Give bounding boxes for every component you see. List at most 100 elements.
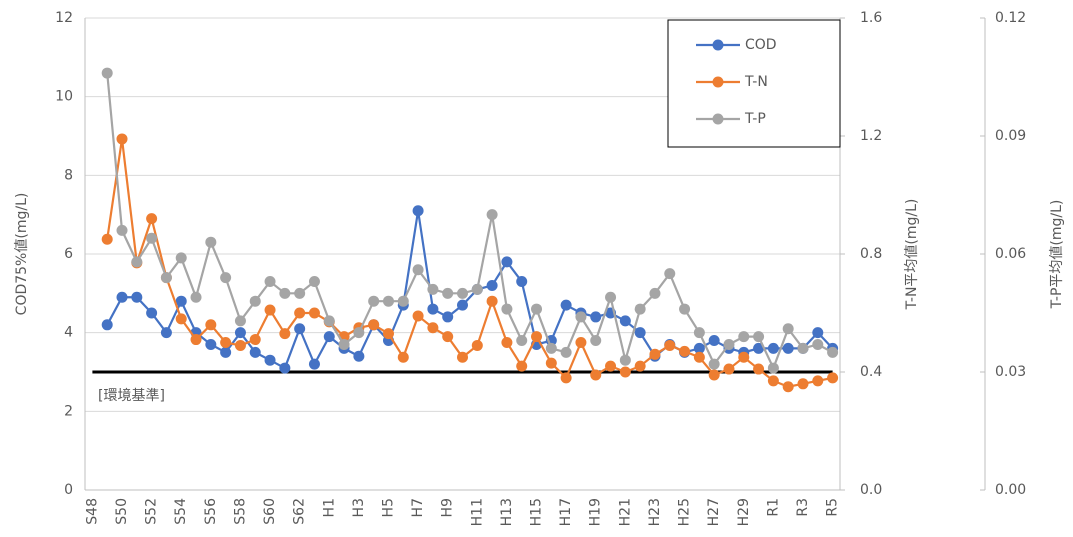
- marker: [101, 319, 113, 331]
- marker: [353, 327, 365, 339]
- marker: [294, 323, 306, 335]
- marker: [767, 342, 779, 354]
- marker: [708, 335, 720, 347]
- marker: [664, 268, 676, 280]
- marker: [220, 272, 232, 284]
- marker: [412, 205, 424, 217]
- marker: [175, 313, 187, 325]
- marker: [723, 363, 735, 375]
- marker: [782, 381, 794, 393]
- marker: [812, 375, 824, 387]
- marker: [323, 331, 335, 343]
- marker: [234, 315, 246, 327]
- x-tick-label: H29: [736, 498, 752, 526]
- marker: [205, 338, 217, 350]
- marker: [827, 372, 839, 384]
- marker: [382, 328, 394, 340]
- marker: [679, 345, 691, 357]
- marker: [234, 327, 246, 339]
- marker: [457, 287, 468, 299]
- marker: [427, 322, 439, 334]
- marker: [175, 252, 187, 264]
- marker: [753, 331, 765, 343]
- marker: [457, 299, 468, 311]
- x-tick-label: H7: [410, 498, 426, 517]
- marker: [249, 295, 261, 307]
- marker: [205, 319, 217, 331]
- marker: [486, 279, 498, 291]
- marker: [190, 334, 202, 346]
- marker: [249, 334, 261, 346]
- marker: [634, 327, 646, 339]
- y3-tick-label: 0.00: [995, 482, 1026, 498]
- y2-tick-label: 1.6: [860, 10, 882, 26]
- x-tick-label: R3: [795, 498, 811, 517]
- marker: [560, 372, 572, 384]
- series-line: [106, 72, 834, 371]
- marker: [442, 287, 454, 299]
- y2-tick-label: 0.0: [860, 482, 882, 498]
- marker: [664, 339, 676, 351]
- y-tick-label: 8: [64, 167, 73, 183]
- x-tick-label: H19: [588, 498, 604, 526]
- marker: [516, 276, 528, 288]
- marker: [382, 295, 394, 307]
- marker: [738, 351, 750, 363]
- marker: [427, 283, 439, 295]
- x-tick-label: H21: [617, 498, 633, 526]
- y3-tick-label: 0.09: [995, 128, 1026, 144]
- marker: [146, 307, 158, 319]
- marker: [308, 358, 320, 370]
- marker: [368, 319, 380, 331]
- marker: [160, 272, 172, 284]
- x-tick-label: S54: [173, 498, 189, 525]
- marker: [516, 360, 528, 372]
- marker: [738, 331, 750, 343]
- marker: [693, 351, 705, 363]
- y3-axis-title: T-P平均値(mg/L): [1049, 200, 1065, 310]
- marker: [101, 67, 113, 79]
- marker: [308, 276, 320, 288]
- y-tick-label: 2: [64, 403, 73, 419]
- marker: [590, 311, 602, 323]
- marker: [353, 350, 365, 362]
- y-axis-title: COD75%値(mg/L): [14, 193, 30, 316]
- legend-label: COD: [745, 37, 777, 53]
- marker: [545, 342, 557, 354]
- marker: [649, 287, 661, 299]
- marker: [679, 303, 691, 315]
- marker: [323, 315, 335, 327]
- marker: [264, 276, 276, 288]
- x-tick-label: H9: [440, 498, 456, 517]
- x-tick-label: S52: [144, 498, 160, 525]
- marker: [575, 337, 587, 348]
- marker: [294, 307, 306, 319]
- marker: [486, 209, 498, 221]
- marker: [486, 295, 498, 307]
- marker: [279, 287, 291, 299]
- legend-label: T-P: [744, 111, 766, 127]
- marker: [101, 233, 113, 245]
- marker: [708, 358, 720, 370]
- marker: [531, 331, 543, 343]
- marker: [338, 338, 350, 350]
- x-tick-label: H5: [380, 498, 396, 517]
- marker: [116, 291, 128, 303]
- marker: [412, 264, 424, 276]
- marker: [545, 357, 557, 369]
- marker: [471, 339, 483, 351]
- marker: [279, 362, 291, 374]
- legend-box: [667, 19, 841, 148]
- legend-marker: [712, 39, 724, 51]
- marker: [708, 369, 720, 381]
- x-tick-label: H13: [499, 498, 515, 526]
- marker: [812, 327, 824, 339]
- marker: [205, 236, 217, 248]
- marker: [249, 346, 261, 358]
- y-tick-label: 12: [55, 10, 73, 26]
- marker: [190, 291, 202, 303]
- x-tick-label: H17: [558, 498, 574, 526]
- x-tick-label: R5: [825, 498, 841, 517]
- marker: [560, 299, 572, 311]
- marker: [767, 362, 779, 374]
